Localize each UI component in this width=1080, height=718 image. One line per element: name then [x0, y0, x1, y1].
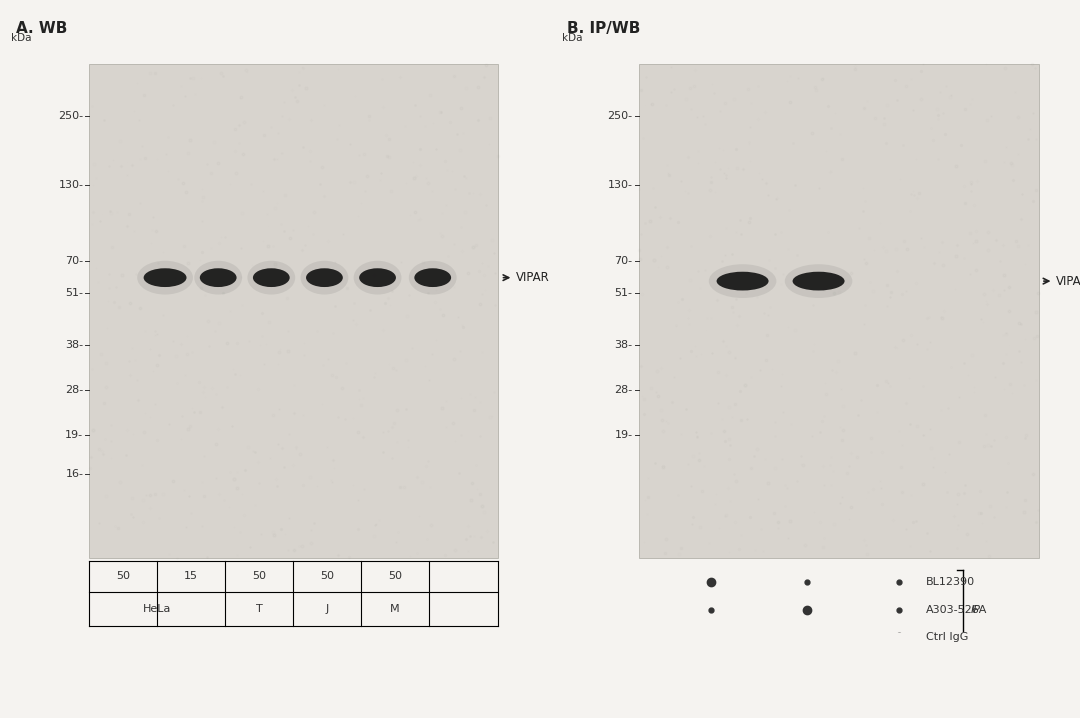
Text: 50: 50 [320, 572, 334, 582]
Text: kDa: kDa [562, 33, 582, 43]
Text: HeLa: HeLa [144, 604, 172, 614]
Text: B. IP/WB: B. IP/WB [567, 21, 640, 35]
Ellipse shape [247, 261, 295, 294]
Text: BL12390: BL12390 [926, 577, 975, 587]
Text: 51-: 51- [615, 289, 633, 299]
Text: 50: 50 [117, 572, 131, 582]
Text: 38-: 38- [65, 340, 83, 350]
Ellipse shape [415, 269, 451, 287]
Text: 130-: 130- [58, 180, 83, 190]
Text: 250-: 250- [608, 111, 633, 121]
Text: 28-: 28- [615, 385, 633, 395]
Text: 19-: 19- [615, 430, 633, 440]
Text: 16-: 16- [66, 469, 83, 479]
Text: VIPAR: VIPAR [1056, 274, 1080, 288]
Bar [638, 64, 1039, 558]
Text: 15: 15 [185, 572, 199, 582]
Ellipse shape [708, 264, 777, 298]
Text: 70-: 70- [65, 256, 83, 266]
Ellipse shape [785, 264, 852, 298]
Text: 250-: 250- [58, 111, 83, 121]
Text: kDa: kDa [11, 33, 31, 43]
Text: 50: 50 [388, 572, 402, 582]
Ellipse shape [793, 271, 845, 291]
Text: VIPAR: VIPAR [516, 271, 550, 284]
Ellipse shape [300, 261, 349, 294]
Ellipse shape [306, 269, 342, 287]
Ellipse shape [409, 261, 457, 294]
Text: 50: 50 [252, 572, 266, 582]
Text: 51-: 51- [66, 289, 83, 299]
Text: M: M [390, 604, 400, 614]
Text: 19-: 19- [65, 430, 83, 440]
Text: 130-: 130- [608, 180, 633, 190]
Ellipse shape [360, 269, 396, 287]
Text: A. WB: A. WB [16, 21, 67, 35]
Ellipse shape [144, 269, 187, 287]
Ellipse shape [253, 269, 289, 287]
Ellipse shape [353, 261, 402, 294]
Text: A303-526A: A303-526A [926, 605, 987, 615]
Ellipse shape [717, 271, 769, 291]
Text: T: T [256, 604, 262, 614]
Ellipse shape [137, 261, 193, 294]
Text: 70-: 70- [615, 256, 633, 266]
Bar [90, 64, 498, 558]
Ellipse shape [200, 269, 237, 287]
Text: 28-: 28- [65, 385, 83, 395]
Text: IP: IP [971, 605, 981, 615]
Text: J: J [325, 604, 328, 614]
Ellipse shape [194, 261, 242, 294]
Text: 38-: 38- [615, 340, 633, 350]
Text: Ctrl IgG: Ctrl IgG [926, 632, 969, 642]
